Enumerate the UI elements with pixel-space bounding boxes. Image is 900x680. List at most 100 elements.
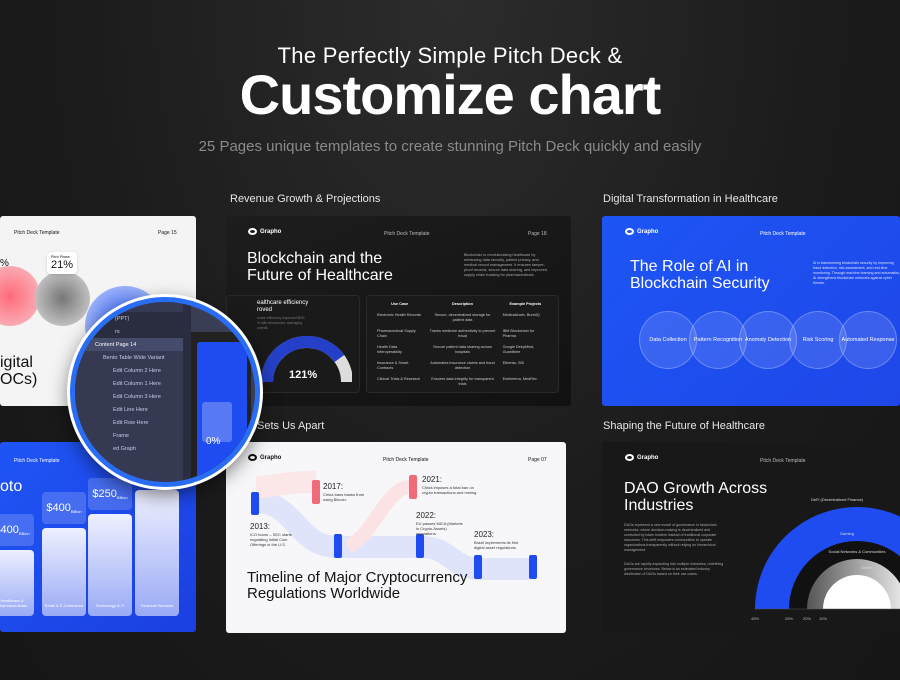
slide-blockchain[interactable]: Grapho Pitch Deck Template Page 18 Block… (226, 216, 571, 406)
dao-segment-name: Gaming (840, 531, 854, 536)
slide-dao-growth[interactable]: Grapho Pitch Deck Template DAO Growth Ac… (602, 442, 900, 633)
brand-name: Grapho (637, 228, 659, 235)
table-header: Example Projects (509, 302, 542, 306)
gauge-value: 121% (289, 369, 318, 381)
page-number: Page 15 (158, 230, 177, 236)
slide-title: DAO Growth Across Industries (624, 480, 768, 514)
layer-item[interactable]: Edit Line Here (113, 406, 148, 413)
slide-description: Blockchain is revolutionizing healthcare… (464, 253, 547, 277)
timeline-marker (474, 555, 482, 579)
layers-panel-magnifier: (PPT) rs Content Page 14 Bento Table Wide V… (70, 297, 260, 487)
card-title: ealthcare efficiency roved (257, 300, 309, 313)
layer-item[interactable]: (PPT) (75, 312, 183, 325)
headline-line1: The Perfectly Simple Pitch Deck & (277, 43, 623, 68)
dao-segment (823, 575, 891, 609)
logo-icon (248, 228, 257, 235)
slide-title: Timeline of Major Cryptocurrency Regulat… (247, 569, 468, 602)
card-text: hcare efficiency improved 80% % with blo… (257, 316, 305, 330)
brand-name: Grapho (637, 454, 659, 461)
stat-card: Pitch Phase 21% (47, 252, 78, 274)
dao-pct-label: 45% (751, 616, 759, 621)
slide-title: igital OCs) (0, 354, 38, 388)
timeline-event: 2017: China bans banks from using Bitcoin… (323, 482, 365, 502)
layer-item[interactable]: Bento Table Wide Variant (103, 354, 165, 361)
bar-unit: Billion (70, 508, 82, 514)
slide-ai-security[interactable]: Grapho Pitch Deck Template The Role of A… (602, 216, 900, 406)
bar-unit: Billion (18, 530, 30, 536)
preview-value: 0% (202, 402, 232, 447)
timeline-marker (416, 534, 424, 558)
logo-icon (625, 228, 634, 235)
layer-item[interactable]: Frame (113, 432, 129, 439)
brand-logo: Grapho (248, 228, 281, 235)
timeline-marker (409, 475, 417, 499)
table-cell: IBM Blockchain for Pharma (502, 329, 535, 338)
dao-segment-name: Others (861, 565, 873, 570)
page-number: Page 18 (528, 231, 547, 237)
bar: Retail & E-Commerce (42, 528, 86, 616)
layer-item[interactable]: rs (75, 325, 183, 338)
slide-preview: 0% (191, 332, 251, 482)
table-header: Use Case (391, 302, 409, 306)
table-cell: Electronic Health Records (377, 313, 421, 317)
dao-pct-label: 10% (819, 616, 827, 621)
slide-description: AI is transforming blockchain security b… (813, 261, 900, 285)
stat-label: Pitch Phase (51, 255, 70, 259)
bar-value: $400 (46, 502, 71, 514)
dao-segment-name: DeFi (Decentralized Finance) (811, 497, 864, 502)
section-label-revenue: Revenue Growth & Projections (230, 193, 381, 205)
flow-pink (344, 480, 413, 554)
logo-icon (625, 454, 634, 461)
slide-timeline[interactable]: Grapho Pitch Deck Template Page 07 2013:… (226, 442, 566, 633)
dao-segment-name: Social Networks & Communities (829, 549, 886, 554)
brand-name: Grapho (260, 454, 282, 461)
headline-main: Customize chart (239, 63, 662, 126)
slide-title: Blockchain and the Future of Healthcare (247, 250, 393, 284)
process-step-circle: Automated Response (839, 311, 897, 369)
template-label: Pitch Deck Template (760, 231, 806, 237)
layer-item[interactable]: ed Graph (113, 445, 136, 452)
bar-value: $400 (0, 524, 19, 536)
subtitle: 25 Pages unique templates to create stun… (198, 138, 702, 155)
process-step-circle: Anomaly Detection (739, 311, 797, 369)
layer-item[interactable]: Edit Column 2 Here (113, 367, 161, 374)
template-label: Pitch Deck Template (14, 458, 60, 464)
table-cell: Health Data Interoperability (377, 345, 402, 354)
dao-semicircle-chart: 45% DeFi (Decentralized Finance) 25% Gaming… (751, 497, 900, 621)
bar: Financial Services (135, 490, 179, 616)
gauge-fill (262, 336, 345, 383)
table-cell: Pharmaceutical Supply Chain (377, 329, 416, 338)
table-cell: Insurance & Smart Contracts (377, 361, 409, 370)
table-cell: Clinical Trials & Research (377, 377, 421, 381)
table-cell: Google DeepMind, Guardtime (502, 345, 535, 354)
timeline-event: 2022: EU passes MiCA (Markets in Crypto-A… (416, 511, 463, 536)
bar-category: Financial Services (140, 603, 174, 608)
dao-paragraph: DAOs are rapidly expanding into multiple… (624, 562, 724, 576)
slide-title: oto (0, 478, 23, 495)
slide-market-bars[interactable]: Pitch Deck Template oto $400BillionHealt… (0, 442, 196, 632)
layer-item[interactable]: Edit Column 1 Here (113, 380, 161, 387)
brand-name: Grapho (260, 228, 282, 235)
table-cell: Ensures data integrity for transparent t… (431, 377, 494, 386)
layer-item[interactable]: Edit Column 3 Here (113, 393, 161, 400)
dao-paragraph: DAOs represent a new model of governance… (624, 523, 717, 552)
bar: Technology & IT (88, 514, 132, 616)
brand-logo: Grapho (625, 454, 658, 461)
slide-title: The Role of AI in Blockchain Security (630, 258, 770, 292)
template-label: Pitch Deck Template (384, 231, 430, 237)
bar-unit: Billion (116, 494, 128, 500)
layer-item[interactable]: Content Page 14 (75, 338, 183, 351)
layers-scrollbar[interactable] (183, 302, 191, 482)
timeline-marker (251, 492, 259, 515)
process-step-circle: Data Collection (639, 311, 697, 369)
layer-item[interactable]: Edit Row Here (113, 419, 149, 426)
table-cell: Secure, decentralized storage for patien… (434, 313, 491, 322)
template-label: Pitch Deck Template (14, 230, 60, 236)
table-header: Description (452, 302, 473, 306)
table-cell: Tracks medicine authenticity to prevent … (429, 329, 496, 338)
dao-pct-label: 20% (803, 616, 811, 621)
layers-panel: (PPT) rs Content Page 14 Bento Table Wide V… (75, 302, 183, 482)
section-label-apart: Sets Us Apart (257, 420, 325, 432)
